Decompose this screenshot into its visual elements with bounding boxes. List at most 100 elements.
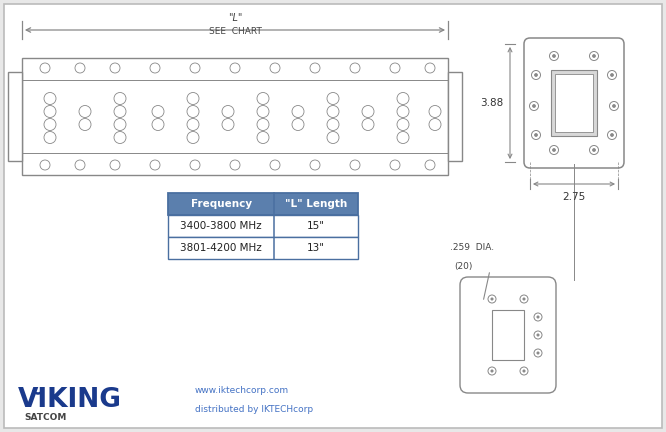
Text: Frequency: Frequency [190, 199, 252, 209]
Circle shape [187, 118, 199, 130]
Text: SEE  CHART: SEE CHART [208, 26, 262, 35]
Text: 3.88: 3.88 [480, 98, 503, 108]
Circle shape [611, 133, 613, 137]
Circle shape [187, 131, 199, 143]
Circle shape [40, 160, 50, 170]
Circle shape [230, 63, 240, 73]
Circle shape [292, 118, 304, 130]
Circle shape [425, 160, 435, 170]
Bar [551, 70, 597, 136]
Circle shape [327, 92, 339, 105]
Circle shape [491, 298, 494, 300]
Text: VIKING: VIKING [18, 387, 122, 413]
Circle shape [110, 160, 120, 170]
Circle shape [607, 130, 617, 140]
Circle shape [593, 149, 595, 152]
Circle shape [292, 105, 304, 118]
Text: .259  DIA.: .259 DIA. [450, 243, 494, 252]
Text: 13": 13" [307, 243, 325, 253]
Circle shape [397, 92, 409, 105]
Circle shape [589, 51, 599, 60]
Circle shape [534, 331, 542, 339]
Circle shape [190, 63, 200, 73]
Circle shape [310, 63, 320, 73]
Bar [168, 237, 358, 259]
Circle shape [79, 118, 91, 130]
Circle shape [488, 367, 496, 375]
Text: 2.75: 2.75 [562, 192, 585, 202]
Circle shape [390, 160, 400, 170]
Circle shape [327, 118, 339, 130]
Text: "L": "L" [228, 13, 242, 23]
Circle shape [553, 149, 555, 152]
Circle shape [152, 118, 164, 130]
Circle shape [491, 370, 494, 372]
Circle shape [397, 105, 409, 118]
Circle shape [609, 102, 619, 111]
Circle shape [531, 130, 541, 140]
Circle shape [535, 73, 537, 76]
Text: 3801-4200 MHz: 3801-4200 MHz [180, 243, 262, 253]
Circle shape [114, 92, 126, 105]
Circle shape [44, 118, 56, 130]
Circle shape [397, 118, 409, 130]
Circle shape [523, 298, 525, 300]
Circle shape [523, 370, 525, 372]
Bar [448, 72, 462, 161]
Circle shape [257, 92, 269, 105]
Circle shape [44, 92, 56, 105]
Circle shape [429, 118, 441, 130]
Circle shape [529, 102, 539, 111]
Text: www.iktechcorp.com: www.iktechcorp.com [195, 386, 289, 395]
Circle shape [362, 118, 374, 130]
Circle shape [44, 131, 56, 143]
Text: 3400-3800 MHz: 3400-3800 MHz [180, 221, 262, 231]
Circle shape [190, 160, 200, 170]
Circle shape [40, 63, 50, 73]
Circle shape [607, 70, 617, 79]
Circle shape [534, 313, 542, 321]
Circle shape [549, 146, 559, 155]
Circle shape [535, 133, 537, 137]
Circle shape [593, 54, 595, 57]
Circle shape [390, 63, 400, 73]
Circle shape [257, 131, 269, 143]
FancyBboxPatch shape [460, 277, 556, 393]
Circle shape [531, 70, 541, 79]
Circle shape [327, 105, 339, 118]
Circle shape [270, 160, 280, 170]
Circle shape [350, 63, 360, 73]
Circle shape [114, 105, 126, 118]
Circle shape [589, 146, 599, 155]
Circle shape [79, 105, 91, 118]
Circle shape [425, 63, 435, 73]
Circle shape [350, 160, 360, 170]
Circle shape [187, 105, 199, 118]
Circle shape [553, 54, 555, 57]
Circle shape [257, 105, 269, 118]
Circle shape [75, 160, 85, 170]
Circle shape [537, 352, 539, 354]
Circle shape [152, 105, 164, 118]
Circle shape [611, 73, 613, 76]
Circle shape [362, 105, 374, 118]
Text: SATCOM: SATCOM [25, 413, 67, 422]
Bar [555, 74, 593, 132]
Circle shape [75, 63, 85, 73]
Circle shape [257, 118, 269, 130]
Circle shape [520, 367, 528, 375]
Circle shape [327, 131, 339, 143]
Circle shape [230, 160, 240, 170]
Bar [168, 193, 358, 215]
Circle shape [310, 160, 320, 170]
Circle shape [549, 51, 559, 60]
Bar [22, 58, 448, 175]
Circle shape [270, 63, 280, 73]
Circle shape [534, 349, 542, 357]
Circle shape [533, 105, 535, 108]
Circle shape [187, 92, 199, 105]
Circle shape [537, 334, 539, 336]
Circle shape [520, 295, 528, 303]
Circle shape [150, 160, 160, 170]
Circle shape [613, 105, 615, 108]
